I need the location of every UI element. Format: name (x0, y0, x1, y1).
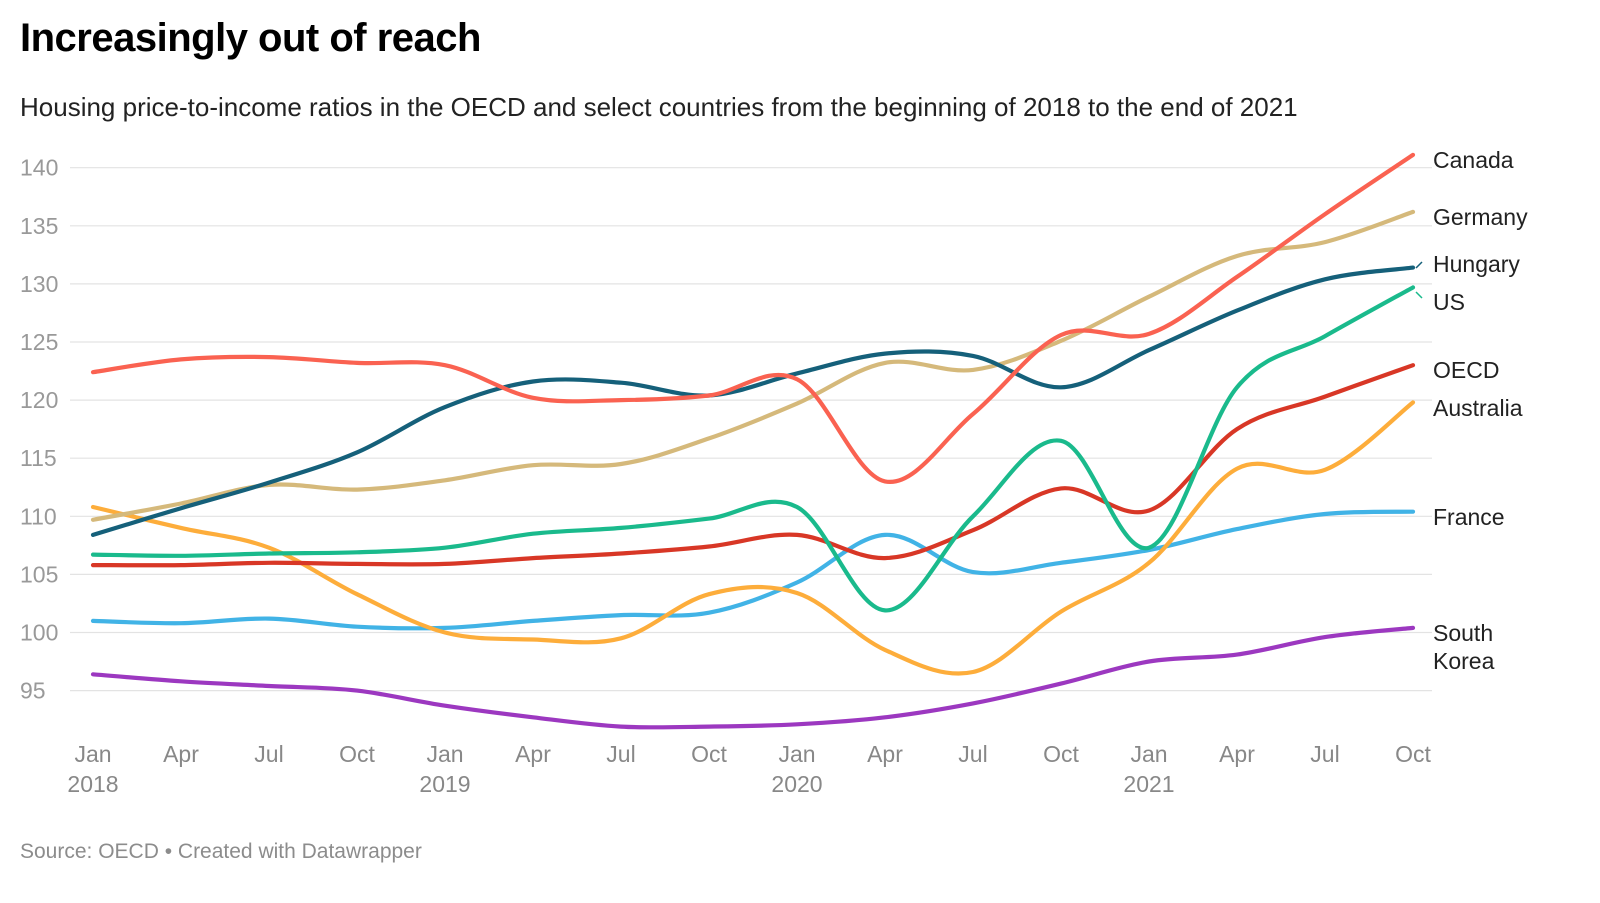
series-line-hungary (90, 265, 1416, 537)
x-tick-year: 2021 (1123, 771, 1174, 797)
x-tick-label: Jul (958, 741, 987, 767)
x-tick-label: Apr (515, 741, 551, 767)
x-tick-label: Oct (339, 741, 375, 767)
x-tick-label: Oct (1395, 741, 1431, 767)
label-leader-us (1415, 291, 1423, 299)
series-line-australia (90, 400, 1416, 676)
series-line-canada (90, 152, 1416, 484)
x-tick-year: 2020 (771, 771, 822, 797)
series-label-south-korea: South (1433, 620, 1493, 646)
x-tick-label: Oct (1043, 741, 1079, 767)
y-tick-label: 120 (20, 387, 58, 413)
y-tick-label: 140 (20, 155, 58, 181)
x-tick-label: Jan (778, 741, 815, 767)
x-tick-year: 2019 (419, 771, 470, 797)
series-label-hungary: Hungary (1433, 251, 1520, 277)
x-tick-label: Jul (1310, 741, 1339, 767)
y-tick-label: 105 (20, 561, 58, 587)
series-label-oecd: OECD (1433, 357, 1499, 383)
x-tick-label: Jan (74, 741, 111, 767)
x-tick-label: Jul (254, 741, 283, 767)
x-tick-label: Apr (1219, 741, 1255, 767)
x-tick-label: Apr (163, 741, 199, 767)
y-tick-label: 125 (20, 329, 58, 355)
x-tick-label: Jul (606, 741, 635, 767)
x-tick-label: Jan (426, 741, 463, 767)
y-tick-label: 130 (20, 271, 58, 297)
chart-title: Increasingly out of reach (20, 16, 481, 60)
series-lines (90, 152, 1416, 730)
series-label-canada: Canada (1433, 147, 1514, 173)
series-line-south-korea (90, 625, 1416, 730)
x-tick-label: Jan (1130, 741, 1167, 767)
series-label-australia: Australia (1433, 395, 1523, 421)
x-tick-label: Oct (691, 741, 727, 767)
series-label-us: US (1433, 289, 1465, 315)
y-tick-label: 115 (20, 445, 57, 471)
source-note: Source: OECD • Created with Datawrapper (20, 840, 422, 863)
series-labels: Canada Germany Hungary US OECD Australia Franc… (1415, 147, 1528, 674)
y-tick-label: 110 (20, 503, 57, 529)
chart-subtitle: Housing price-to-income ratios in the OE… (20, 92, 1298, 122)
y-tick-label: 95 (20, 678, 46, 704)
y-tick-label: 100 (20, 620, 58, 646)
series-line-us (90, 285, 1416, 613)
y-tick-label: 135 (20, 213, 58, 239)
series-label-germany: Germany (1433, 204, 1528, 230)
x-axis: Jan 2018 Apr Jul Oct Jan 2019 Apr Jul Oct Jan 2020 A… (67, 741, 1431, 797)
series-line-germany (90, 209, 1416, 522)
label-leader-hungary (1415, 261, 1423, 269)
x-tick-label: Apr (867, 741, 903, 767)
x-tick-year: 2018 (67, 771, 118, 797)
series-label-south-korea: Korea (1433, 648, 1495, 674)
series-line-france (90, 509, 1416, 631)
series-label-france: France (1433, 504, 1505, 530)
